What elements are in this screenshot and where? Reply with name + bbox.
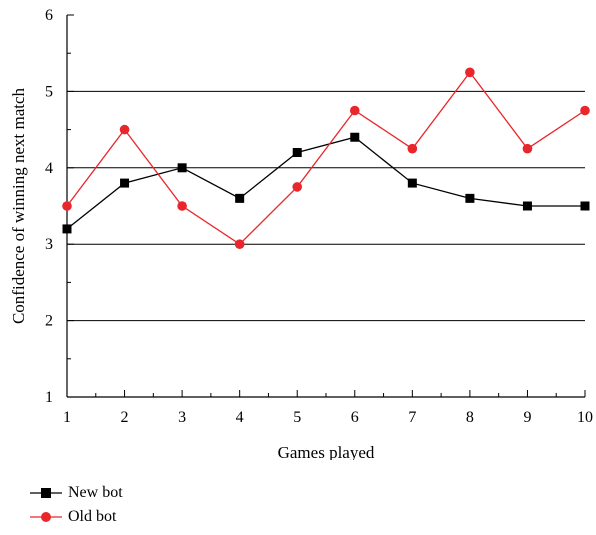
point-new-bot-3: [177, 163, 187, 173]
point-new-bot-1: [62, 224, 72, 234]
point-new-bot-5: [292, 148, 302, 158]
point-old-bot-4: [234, 239, 245, 249]
point-new-bot-10: [580, 201, 590, 211]
series-line-old-bot: [66, 71, 586, 246]
axes: [66, 15, 585, 398]
y-tick-label-1: 1: [45, 389, 53, 406]
y-tick-label-3: 3: [45, 236, 53, 253]
point-old-bot-6: [349, 105, 360, 116]
x-tick-label-1: 1: [63, 409, 71, 426]
series-old-bot: [62, 67, 590, 249]
point-new-bot-7: [407, 178, 417, 188]
legend-label-new-bot: New bot: [68, 484, 123, 501]
x-tick-label-7: 7: [408, 409, 416, 426]
point-new-bot-8: [465, 193, 475, 203]
line-chart: 1 2 3 4 5 6 1 2 3 4 5 6 7 8 9 10 Games played Confidenc…: [9, 7, 593, 460]
x-tick-label-9: 9: [523, 409, 531, 426]
point-old-bot-2: [119, 124, 130, 135]
point-new-bot-4: [235, 193, 245, 203]
gridlines: [67, 90, 585, 322]
point-old-bot-9: [522, 143, 533, 154]
x-tick-label-4: 4: [236, 409, 244, 426]
x-tick-label-5: 5: [293, 409, 301, 426]
series-new-bot: [62, 132, 590, 234]
x-tick-label-6: 6: [351, 409, 359, 426]
legend-item-old-bot: Old bot: [30, 508, 116, 526]
point-old-bot-7: [407, 143, 418, 154]
legend-label-old-bot: Old bot: [68, 508, 117, 525]
x-axis-label: Games played: [278, 443, 375, 460]
point-old-bot-8: [465, 67, 475, 78]
point-old-bot-5: [292, 182, 303, 192]
x-tick-label-2: 2: [121, 409, 129, 426]
ticks: 1 2 3 4 5 6 1 2 3 4 5 6 7 8 9 10: [45, 7, 593, 426]
y-tick-label-4: 4: [45, 160, 53, 177]
y-tick-label-5: 5: [45, 83, 53, 100]
series-group: [62, 67, 590, 249]
x-tick-label-10: 10: [577, 409, 593, 426]
legend-swatch-new-bot: [30, 488, 62, 498]
y-tick-label-6: 6: [45, 7, 53, 24]
point-new-bot-6: [350, 132, 360, 142]
series-line-new-bot: [66, 136, 585, 230]
x-tick-label-3: 3: [178, 409, 186, 426]
point-new-bot-9: [522, 201, 532, 211]
point-old-bot-10: [580, 105, 590, 116]
point-old-bot-1: [62, 201, 72, 211]
legend-swatch-old-bot: [30, 512, 62, 522]
y-tick-label-2: 2: [45, 313, 53, 330]
point-new-bot-2: [120, 178, 130, 188]
legend-item-new-bot: New bot: [30, 484, 123, 502]
x-tick-label-8: 8: [466, 409, 474, 426]
point-old-bot-3: [177, 201, 187, 211]
y-axis-label: Confidence of winning next match: [9, 87, 28, 324]
